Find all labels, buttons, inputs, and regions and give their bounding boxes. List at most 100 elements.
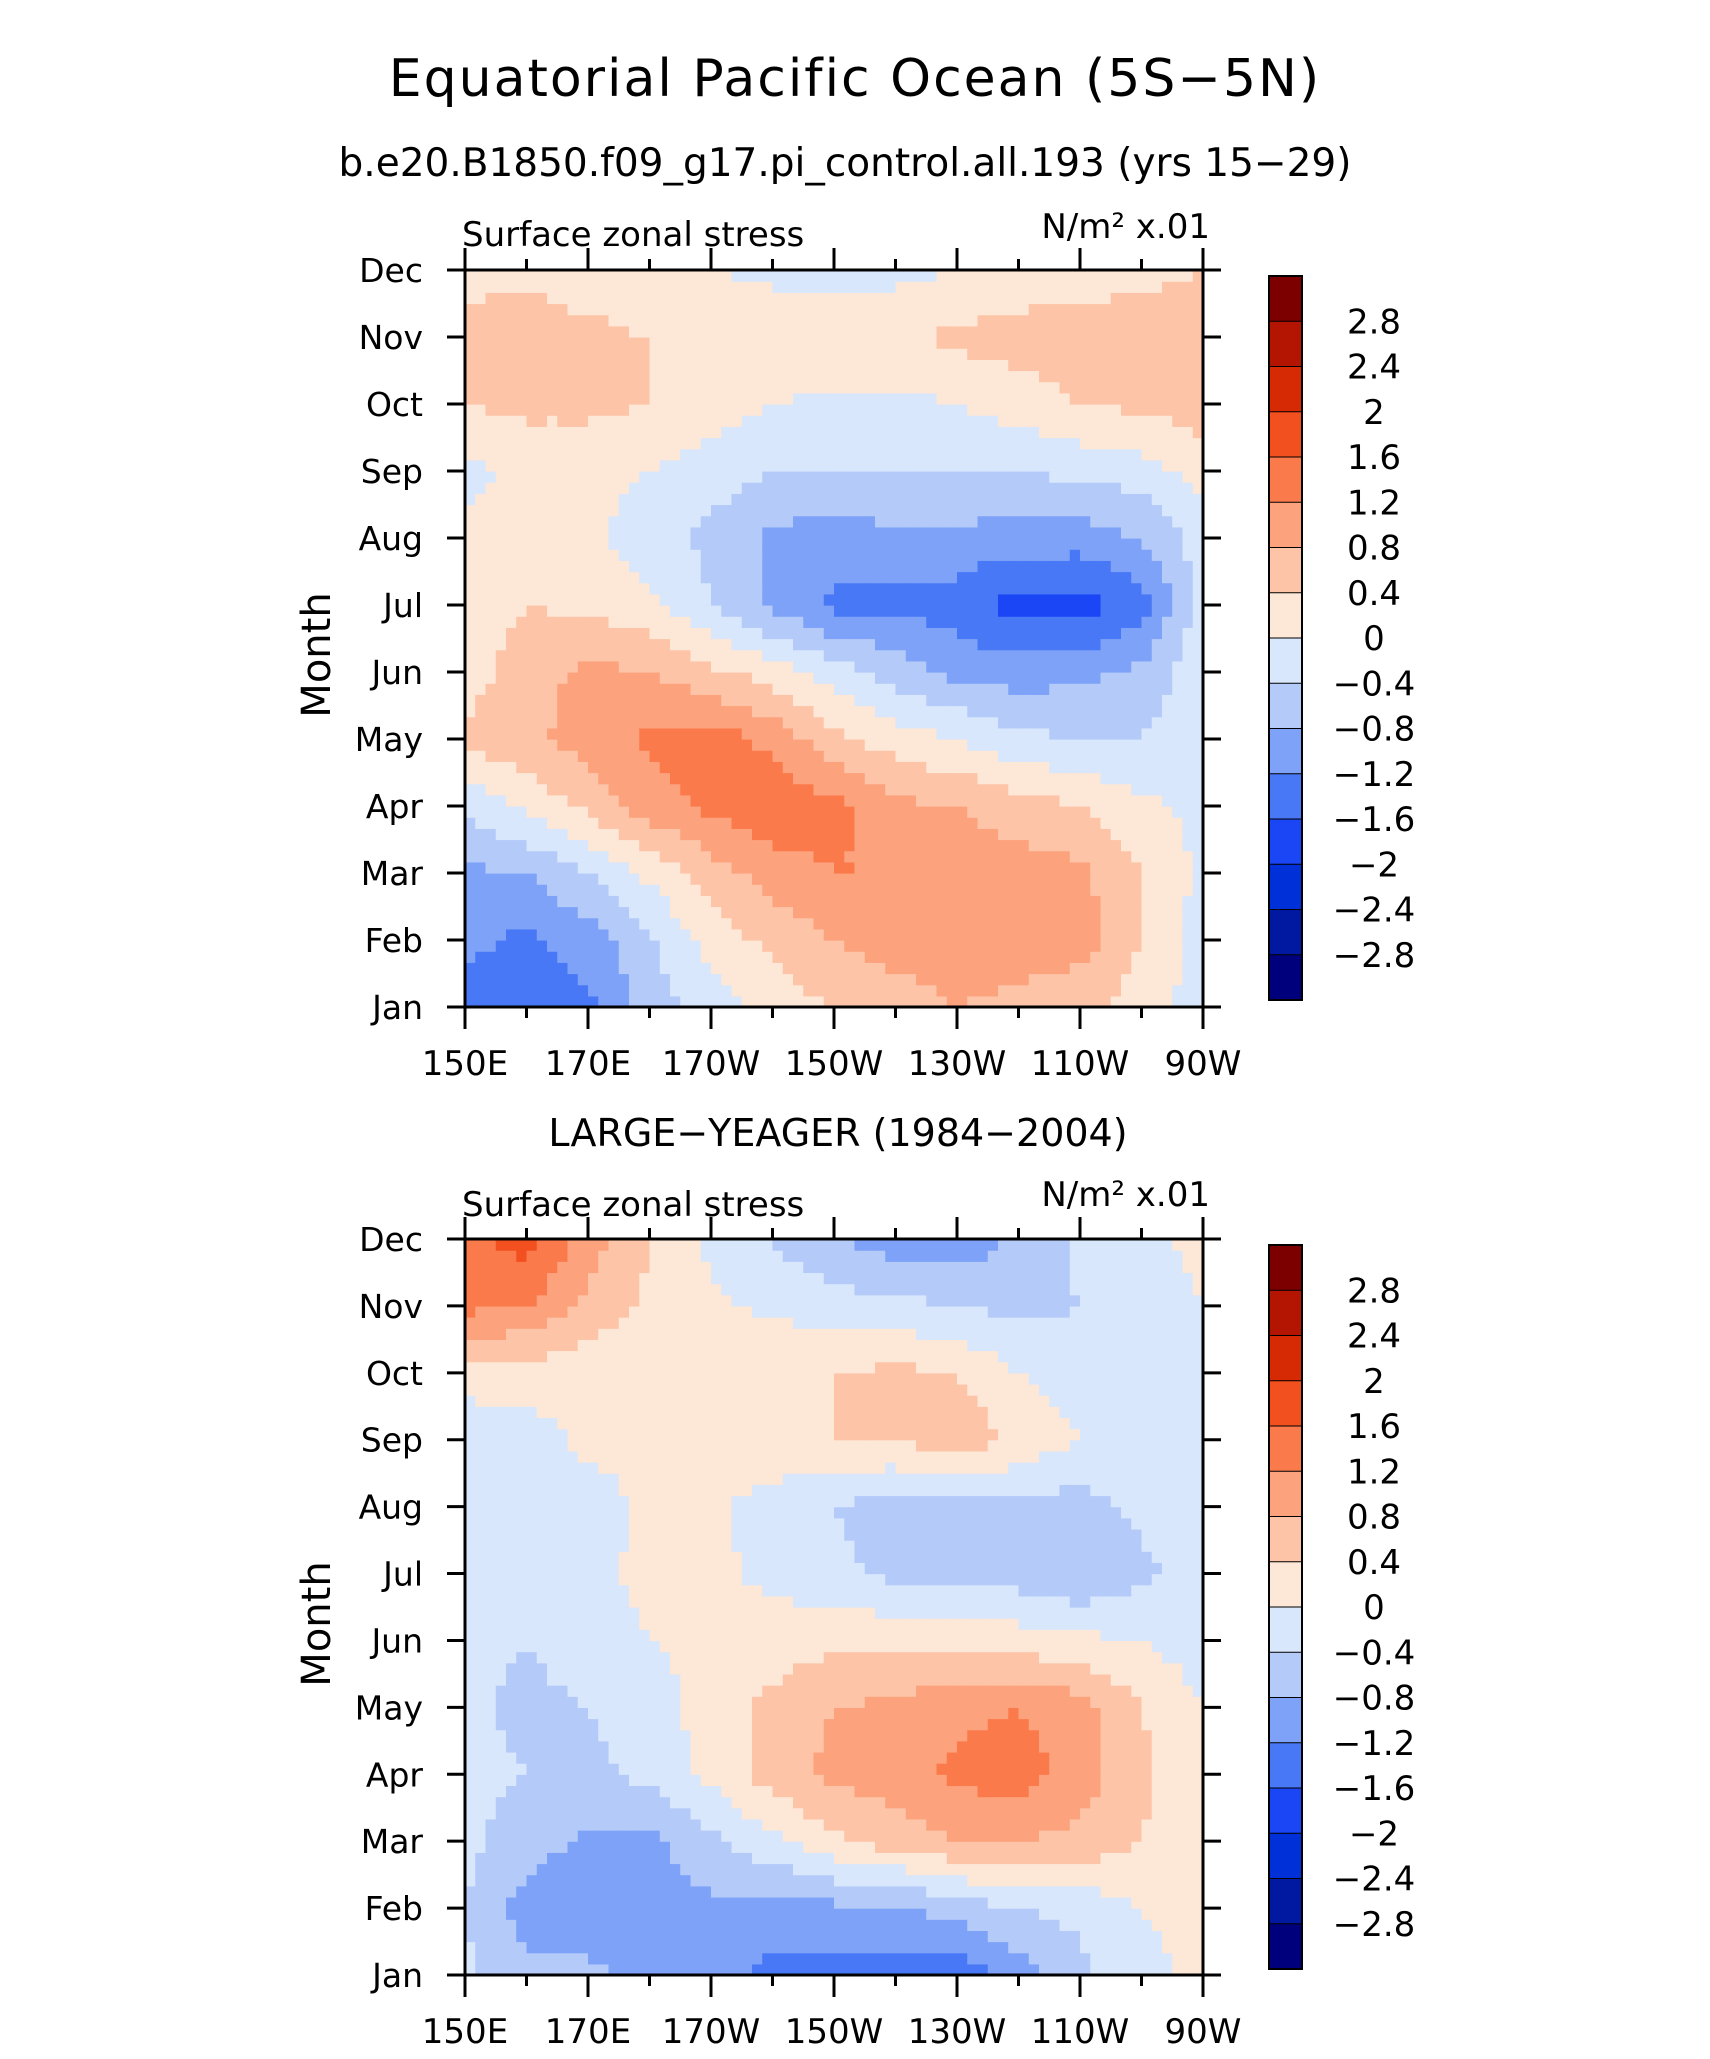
heatmap-cell — [639, 560, 651, 573]
heatmap-cell — [649, 861, 661, 874]
heatmap-cell — [485, 928, 497, 941]
heatmap-cell — [977, 962, 989, 975]
heatmap-cell — [495, 426, 507, 439]
heatmap-cell — [629, 962, 640, 975]
heatmap-cell — [1080, 839, 1091, 852]
heatmap-cell — [526, 850, 538, 863]
heatmap-cell — [1069, 426, 1081, 439]
heatmap-cell — [526, 582, 538, 595]
heatmap-cell — [1090, 672, 1102, 684]
heatmap-cell — [680, 917, 692, 930]
heatmap-cell — [680, 616, 692, 628]
heatmap-cell — [690, 995, 702, 1008]
heatmap-cell — [516, 750, 528, 762]
heatmap-cell — [475, 672, 487, 684]
heatmap-cell — [834, 281, 845, 293]
heatmap-cell — [793, 660, 804, 673]
heatmap-cell — [1080, 806, 1091, 818]
heatmap-cell — [998, 426, 1009, 439]
heatmap-cell — [741, 727, 753, 740]
heatmap-cell — [926, 571, 938, 584]
heatmap-cell — [670, 337, 681, 349]
heatmap-cell — [1059, 370, 1071, 383]
heatmap-cell — [1131, 761, 1143, 774]
heatmap-cell — [598, 806, 610, 818]
heatmap-cell — [506, 459, 517, 472]
heatmap-cell — [598, 705, 610, 718]
heatmap-cell — [670, 940, 681, 952]
heatmap-cell — [1110, 928, 1122, 941]
heatmap-cell — [475, 404, 487, 416]
heatmap-cell — [1090, 638, 1102, 651]
heatmap-cell — [598, 314, 610, 327]
heatmap-cell — [946, 940, 958, 952]
heatmap-cell — [700, 951, 712, 963]
heatmap-cell — [864, 727, 876, 740]
heatmap-cell — [854, 850, 866, 863]
heatmap-cell — [1131, 281, 1143, 293]
heatmap-cell — [649, 1930, 661, 1943]
heatmap-cell — [803, 839, 815, 852]
heatmap-cell — [1059, 839, 1071, 852]
heatmap-cell — [1192, 582, 1204, 595]
heatmap-cell — [885, 906, 897, 919]
heatmap-cell — [516, 582, 528, 595]
heatmap-cell — [1100, 381, 1112, 394]
heatmap-cell — [629, 448, 640, 461]
heatmap-cell — [598, 861, 610, 874]
heatmap-cell — [659, 951, 671, 963]
heatmap-cell — [1141, 370, 1153, 383]
heatmap-cell — [1059, 426, 1071, 439]
heatmap-cell — [752, 593, 763, 606]
heatmap-cell — [618, 370, 630, 383]
heatmap-cell — [916, 638, 927, 651]
heatmap-cell — [854, 370, 866, 383]
heatmap-cell — [1182, 627, 1194, 640]
heatmap-cell — [547, 739, 558, 751]
heatmap-cell — [485, 348, 497, 360]
heatmap-cell — [670, 716, 681, 729]
heatmap-cell — [823, 917, 835, 930]
heatmap-cell — [506, 348, 517, 360]
heatmap-cell — [731, 995, 743, 1008]
heatmap-cell — [1008, 984, 1020, 997]
heatmap-cell — [772, 359, 784, 372]
heatmap-cell — [1008, 672, 1020, 684]
heatmap-cell — [762, 549, 774, 561]
heatmap-cell — [711, 627, 722, 640]
heatmap-cell — [875, 404, 886, 416]
heatmap-cell — [670, 381, 681, 394]
colorbar-label: −0.4 — [1333, 664, 1416, 704]
heatmap-cell — [1162, 337, 1173, 349]
heatmap-cell — [936, 281, 948, 293]
heatmap-cell — [741, 739, 753, 751]
heatmap-cell — [793, 828, 804, 841]
heatmap-cell — [977, 303, 989, 316]
heatmap-cell — [526, 1952, 538, 1965]
heatmap-cell — [1008, 426, 1020, 439]
heatmap-cell — [475, 1952, 487, 1965]
heatmap-cell — [895, 705, 907, 718]
heatmap-cell — [506, 560, 517, 573]
heatmap-cell — [998, 605, 1009, 617]
heatmap-cell — [1008, 873, 1020, 885]
heatmap-cell — [1162, 392, 1173, 405]
heatmap-cell — [1131, 381, 1143, 394]
heatmap-cell — [1059, 794, 1071, 807]
heatmap-cell — [957, 281, 968, 293]
heatmap-cell — [711, 504, 722, 517]
heatmap-cell — [536, 850, 548, 863]
heatmap-cell — [987, 493, 999, 506]
heatmap-cell — [916, 359, 927, 372]
heatmap-cell — [1069, 270, 1081, 282]
heatmap-cell — [659, 828, 671, 841]
heatmap-cell — [1008, 348, 1020, 360]
heatmap-cell — [516, 605, 528, 617]
heatmap-cell — [721, 303, 733, 316]
heatmap-cell — [885, 381, 897, 394]
heatmap-cell — [1110, 839, 1122, 852]
heatmap-cell — [854, 873, 866, 885]
heatmap-cell — [1121, 649, 1132, 662]
heatmap-cell — [547, 270, 558, 282]
heatmap-cell — [526, 906, 538, 919]
